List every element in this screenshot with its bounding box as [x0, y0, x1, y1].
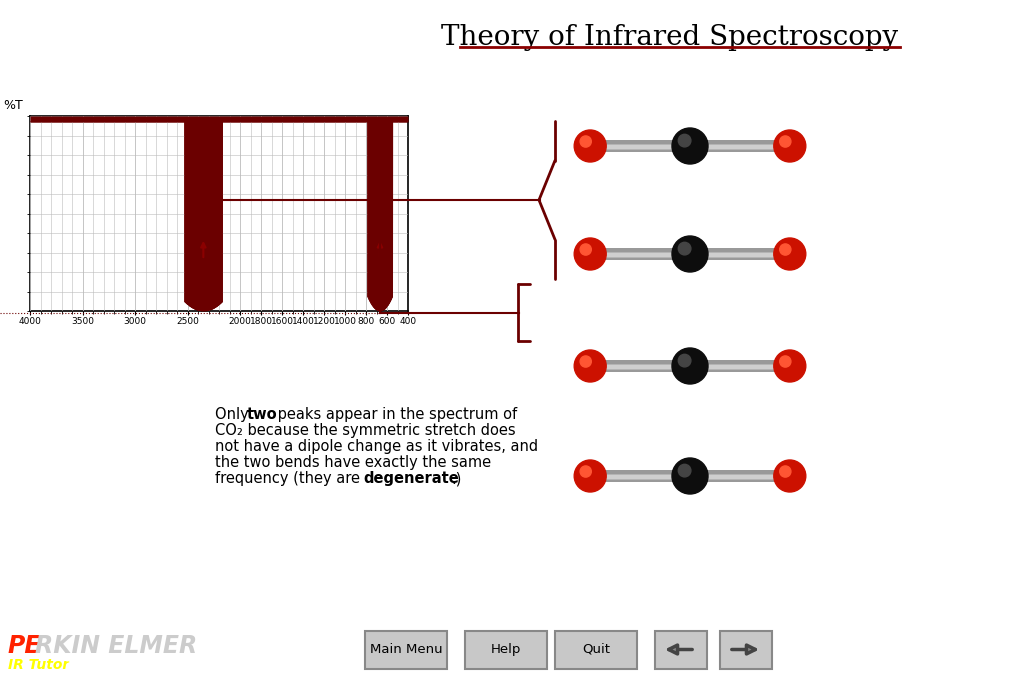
- Text: RKIN ELMER: RKIN ELMER: [35, 634, 198, 658]
- Circle shape: [779, 466, 791, 477]
- Circle shape: [574, 130, 606, 162]
- FancyBboxPatch shape: [555, 630, 637, 669]
- Circle shape: [574, 350, 606, 382]
- Circle shape: [678, 134, 691, 147]
- FancyBboxPatch shape: [365, 630, 447, 669]
- Text: the two bends have exactly the same: the two bends have exactly the same: [215, 455, 492, 470]
- FancyBboxPatch shape: [602, 253, 777, 258]
- FancyBboxPatch shape: [594, 470, 786, 482]
- Circle shape: [574, 238, 606, 270]
- Circle shape: [672, 348, 708, 384]
- Circle shape: [672, 236, 708, 272]
- FancyBboxPatch shape: [465, 630, 547, 669]
- FancyBboxPatch shape: [602, 364, 777, 369]
- Circle shape: [672, 128, 708, 164]
- FancyBboxPatch shape: [594, 248, 786, 260]
- Circle shape: [678, 242, 691, 255]
- Text: Copyright © 1992-3 Charles B. Abrams: Copyright © 1992-3 Charles B. Abrams: [68, 658, 272, 668]
- Circle shape: [678, 354, 691, 367]
- FancyBboxPatch shape: [594, 140, 786, 152]
- Text: Only: Only: [215, 407, 253, 422]
- Circle shape: [774, 350, 806, 382]
- Text: not have a dipole change as it vibrates, and: not have a dipole change as it vibrates,…: [215, 439, 539, 454]
- Circle shape: [581, 466, 591, 477]
- Text: frequency (they are: frequency (they are: [215, 471, 365, 486]
- Circle shape: [779, 244, 791, 255]
- Text: IR Tutor: IR Tutor: [8, 658, 70, 672]
- Text: Quit: Quit: [582, 643, 610, 656]
- Circle shape: [581, 356, 591, 367]
- Circle shape: [678, 464, 691, 477]
- Circle shape: [779, 136, 791, 147]
- Circle shape: [672, 458, 708, 494]
- Text: CO₂ because the symmetric stretch does: CO₂ because the symmetric stretch does: [215, 423, 516, 438]
- FancyBboxPatch shape: [602, 145, 777, 149]
- Text: Help: Help: [490, 643, 521, 656]
- Circle shape: [774, 460, 806, 492]
- Text: degenerate: degenerate: [362, 471, 459, 486]
- Text: Theory of Infrared Spectroscopy: Theory of Infrared Spectroscopy: [441, 24, 899, 51]
- FancyBboxPatch shape: [594, 360, 786, 372]
- Circle shape: [581, 244, 591, 255]
- Text: .): .): [451, 471, 462, 486]
- Circle shape: [774, 130, 806, 162]
- Circle shape: [574, 460, 606, 492]
- Circle shape: [581, 136, 591, 147]
- FancyBboxPatch shape: [720, 630, 772, 669]
- Text: Main Menu: Main Menu: [370, 643, 442, 656]
- Text: peaks appear in the spectrum of: peaks appear in the spectrum of: [273, 407, 517, 422]
- Text: two: two: [247, 407, 278, 422]
- Text: PE: PE: [8, 634, 42, 658]
- Circle shape: [779, 356, 791, 367]
- FancyBboxPatch shape: [655, 630, 707, 669]
- Text: %T: %T: [3, 99, 24, 112]
- Circle shape: [774, 238, 806, 270]
- FancyBboxPatch shape: [602, 475, 777, 480]
